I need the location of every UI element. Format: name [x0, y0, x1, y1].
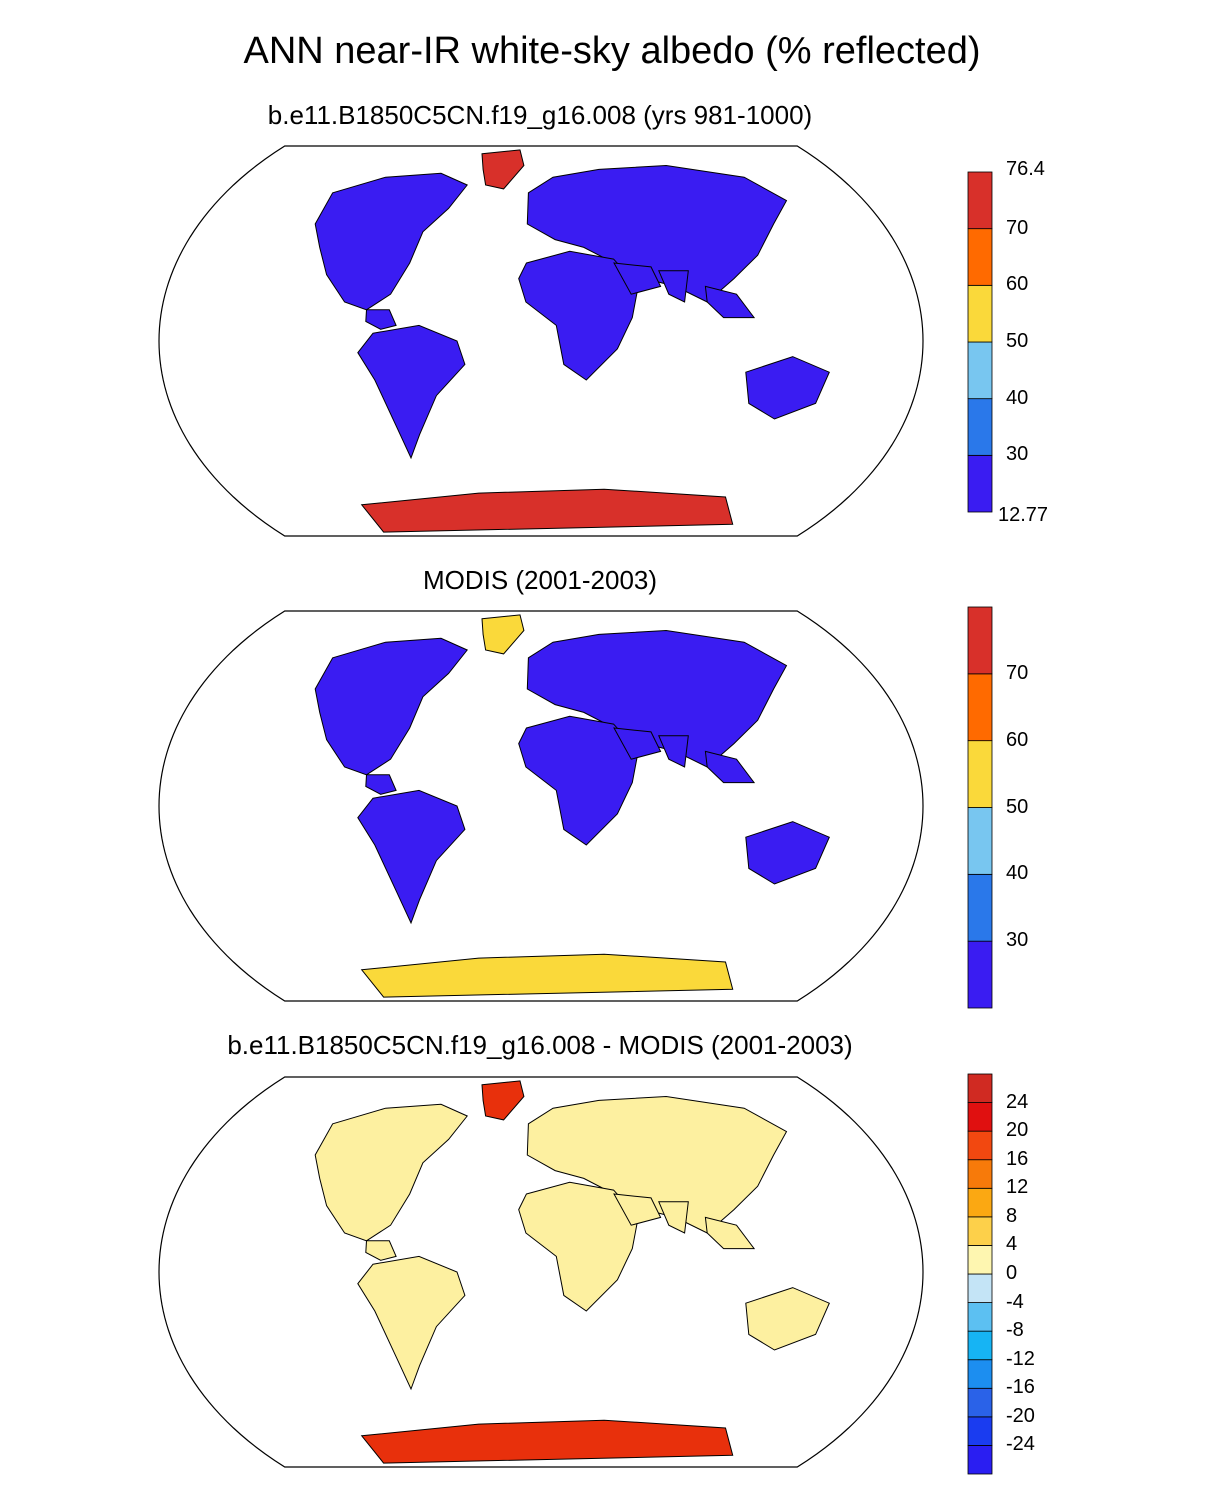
map-panel-1 [158, 145, 924, 537]
colorbar-3 [967, 1073, 993, 1475]
colorbar-tick-label: 20 [1006, 1119, 1029, 1142]
land-australia [745, 821, 830, 885]
land-northAmerica [314, 172, 468, 311]
colorbar-tick-label: 40 [1006, 862, 1029, 885]
colorbar-swatch [967, 1187, 993, 1218]
land-africa [518, 250, 639, 381]
land-arabia [613, 262, 662, 295]
colorbar-swatch [967, 1387, 993, 1418]
colorbar-tick-label: 16 [1006, 1147, 1029, 1170]
land-centralAmerica [365, 309, 397, 330]
colorbar-swatch [967, 1273, 993, 1303]
colorbar-swatch [967, 807, 993, 875]
land-greenland [481, 149, 525, 190]
land-southAmerica [357, 789, 466, 925]
colorbar-swatch [967, 398, 993, 456]
land-centralAmerica [365, 1240, 397, 1261]
land-antarctica [360, 1419, 734, 1464]
land-seasia [704, 285, 756, 319]
panel-1-title: b.e11.B1850C5CN.f19_g16.008 (yrs 981-100… [267, 100, 813, 130]
colorbar-tick-label: 30 [1006, 443, 1029, 466]
land-greenland [481, 1080, 525, 1121]
colorbar-tick-label: 30 [1006, 929, 1029, 952]
land-antarctica [360, 953, 734, 998]
colorbar-min-label: 12.77 [998, 504, 1049, 526]
colorbar-tick-label: -24 [1006, 1433, 1035, 1456]
colorbar-swatch [967, 1073, 993, 1103]
colorbar-swatch [967, 1416, 993, 1446]
land-africa [518, 715, 639, 846]
colorbar-swatch [967, 228, 993, 286]
colorbar-swatch [967, 606, 993, 675]
land-india [658, 735, 689, 768]
colorbar-swatch [967, 171, 993, 230]
land-centralAmerica [365, 774, 397, 795]
land-northAmerica [314, 1103, 468, 1242]
colorbar-tick-label: 50 [1006, 795, 1029, 818]
colorbar-tick-label: -16 [1006, 1376, 1035, 1399]
colorbar-tick-label: -12 [1006, 1347, 1035, 1370]
colorbar-swatch [967, 1130, 993, 1161]
land-eurasia [526, 629, 788, 768]
land-arabia [613, 1193, 662, 1226]
colorbar-swatch [967, 1445, 993, 1475]
colorbar-swatch [967, 454, 993, 513]
map-panel-3 [158, 1076, 924, 1468]
land-greenland [481, 614, 525, 655]
colorbar-swatch [967, 284, 993, 343]
colorbar-swatch [967, 1159, 993, 1189]
colorbar-swatch [967, 740, 993, 808]
colorbar-swatch [967, 1302, 993, 1332]
colorbar-swatch [967, 1216, 993, 1246]
colorbar-tick-label: 70 [1006, 216, 1029, 239]
land-india [658, 1201, 689, 1234]
colorbar-swatch [967, 1102, 993, 1132]
colorbar-tick-label: -20 [1006, 1404, 1035, 1427]
colorbar-tick-label: 70 [1006, 661, 1029, 684]
land-southAmerica [357, 1255, 466, 1391]
colorbar-swatch [967, 1330, 993, 1361]
colorbar-tick-label: 0 [1006, 1262, 1018, 1284]
panel-3-title: b.e11.B1850C5CN.f19_g16.008 - MODIS (200… [227, 1030, 853, 1060]
land-arabia [613, 727, 662, 760]
land-australia [745, 1287, 830, 1351]
panel-2-title: MODIS (2001-2003) [422, 565, 658, 595]
colorbar-swatch [967, 673, 993, 742]
land-seasia [704, 750, 756, 784]
colorbar-1 [967, 171, 993, 513]
colorbar-swatch [967, 873, 993, 942]
land-southAmerica [357, 324, 466, 460]
colorbar-tick-label: 60 [1006, 273, 1029, 296]
colorbar-2 [967, 606, 993, 1009]
land-australia [745, 356, 830, 420]
colorbar-tick-label: 60 [1006, 728, 1029, 751]
land-eurasia [526, 164, 788, 303]
colorbar-tick-label: -4 [1006, 1290, 1024, 1313]
colorbar-tick-label: 24 [1006, 1090, 1029, 1113]
land-antarctica [360, 488, 734, 533]
colorbar-swatch [967, 940, 993, 1009]
colorbar-tick-label: 12 [1006, 1176, 1029, 1199]
colorbar-tick-label: 4 [1006, 1233, 1018, 1256]
colorbar-tick-label: 40 [1006, 386, 1029, 409]
colorbar-swatch [967, 341, 993, 400]
colorbar-swatch [967, 1359, 993, 1389]
colorbar-tick-label: 50 [1006, 330, 1029, 352]
main-title: ANN near-IR white-sky albedo (% reflecte… [243, 30, 981, 72]
colorbar-tick-label: -8 [1006, 1319, 1024, 1342]
colorbar-max-label: 76.4 [1006, 158, 1045, 180]
colorbar-tick-label: 8 [1006, 1204, 1018, 1227]
land-eurasia [526, 1095, 788, 1234]
land-northAmerica [314, 637, 468, 776]
colorbar-swatch [967, 1245, 993, 1275]
land-africa [518, 1181, 639, 1312]
land-india [658, 270, 689, 303]
land-seasia [704, 1216, 756, 1250]
map-panel-2 [158, 610, 924, 1002]
